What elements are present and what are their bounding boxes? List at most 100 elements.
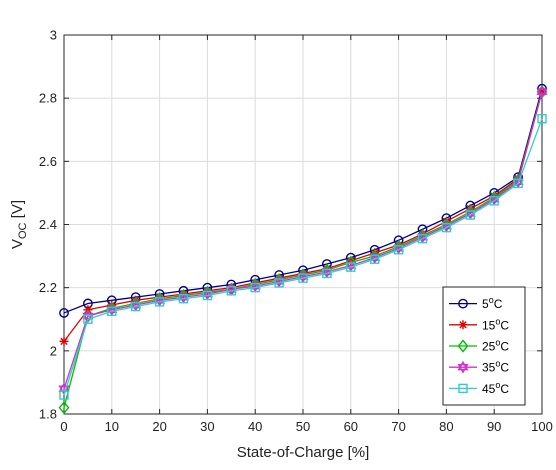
y-tick-label: 2.6 [39,154,57,169]
legend-marker [457,339,469,353]
y-tick-label: 3 [50,28,57,43]
data-point [178,294,189,304]
data-point [298,273,308,283]
legend-label: 35oC [482,359,509,375]
series-line [63,91,543,389]
series-45 [59,113,547,400]
legend-label-unit: C [500,361,509,375]
data-point [58,401,70,415]
data-point [321,265,333,276]
y-axis-title-subscript: OC [17,222,29,239]
legend-marker [458,298,468,309]
y-tick-label: 2 [50,343,57,358]
data-point [370,254,380,264]
legend-item: 25oC [449,338,509,354]
data-point [393,241,405,252]
x-tick-label: 40 [248,419,262,434]
y-tick-label: 1.8 [39,407,57,422]
data-point [537,113,547,124]
data-point [59,308,69,318]
legend-label-unit: C [500,382,509,396]
data-point [59,336,69,346]
data-point [249,279,261,290]
legend-label-unit: C [494,297,503,311]
data-point [536,85,548,96]
legend-label-degree: o [489,295,494,305]
data-point [512,175,524,186]
y-tick-label: 2.4 [39,217,57,232]
data-point [107,306,117,317]
legend-label: 45oC [482,380,509,396]
data-point [82,312,94,323]
legend-item: 35oC [449,359,509,375]
y-axis-title: VOC [V] [9,200,29,249]
x-tick-label: 10 [105,419,119,434]
legend-label: 15oC [482,316,509,332]
legend-label-number: 5 [482,297,489,311]
y-tick-label: 2.8 [39,91,57,106]
legend-label-number: 35 [482,361,496,375]
legend-label-number: 15 [482,318,496,332]
legend-label-number: 25 [482,340,496,354]
x-tick-label: 50 [296,419,310,434]
legend-item: 15oC [449,316,509,332]
data-point [225,282,237,293]
x-tick-label: 100 [531,419,553,434]
data-point [154,297,165,307]
data-point [250,282,260,293]
legend-label-unit: C [500,340,509,354]
x-tick-label: 90 [487,419,501,434]
legend-label-unit: C [500,318,509,332]
data-point [513,178,523,189]
x-tick-label: 70 [391,419,405,434]
legend-label-degree: o [495,380,500,390]
data-point [464,207,476,217]
legend-label-degree: o [495,359,500,369]
data-point [177,290,190,301]
y-axis-title-main: V [9,239,26,249]
data-point [369,251,381,261]
data-point [416,230,429,241]
data-point [488,192,500,203]
y-axis-title-unit: [V] [9,200,26,223]
data-point [273,274,285,285]
legend-marker [457,364,469,374]
legend-label: 5oC [482,295,503,311]
data-point [465,210,475,220]
data-point [441,222,452,233]
legend-marker [458,320,468,330]
x-tick-label: 20 [152,419,166,434]
data-point [202,290,213,301]
data-point [226,286,237,296]
data-point [201,287,213,298]
data-point [322,268,332,279]
legend-label-degree: o [495,338,500,348]
data-point [226,283,236,293]
legend-label-degree: o [495,316,500,326]
data-point [489,196,499,206]
x-axis-title: State-of-Charge [%] [237,444,370,461]
data-point [536,88,548,99]
data-point [154,293,166,304]
data-point [83,314,93,324]
series-line [63,91,543,408]
data-point [59,390,69,400]
axis-ticks: 0 10 20 30 40 50 60 70 80 90 100 1.8 2 2.2 2.4 2.6 2.8 3 [39,28,553,435]
legend-item: 45oC [449,380,509,396]
x-tick-label: 0 [60,419,67,434]
y-tick-label: 2.2 [39,280,57,295]
data-point [345,259,357,269]
legend-item: 5oC [449,295,503,311]
data-point [130,301,141,312]
data-point [106,303,118,313]
series-group [58,83,548,415]
data-point [417,234,428,244]
data-point [130,298,142,309]
legend-marker [457,360,469,371]
data-point [297,270,309,280]
data-point [393,245,404,255]
x-tick-label: 60 [344,419,358,434]
legend-marker [458,383,468,394]
